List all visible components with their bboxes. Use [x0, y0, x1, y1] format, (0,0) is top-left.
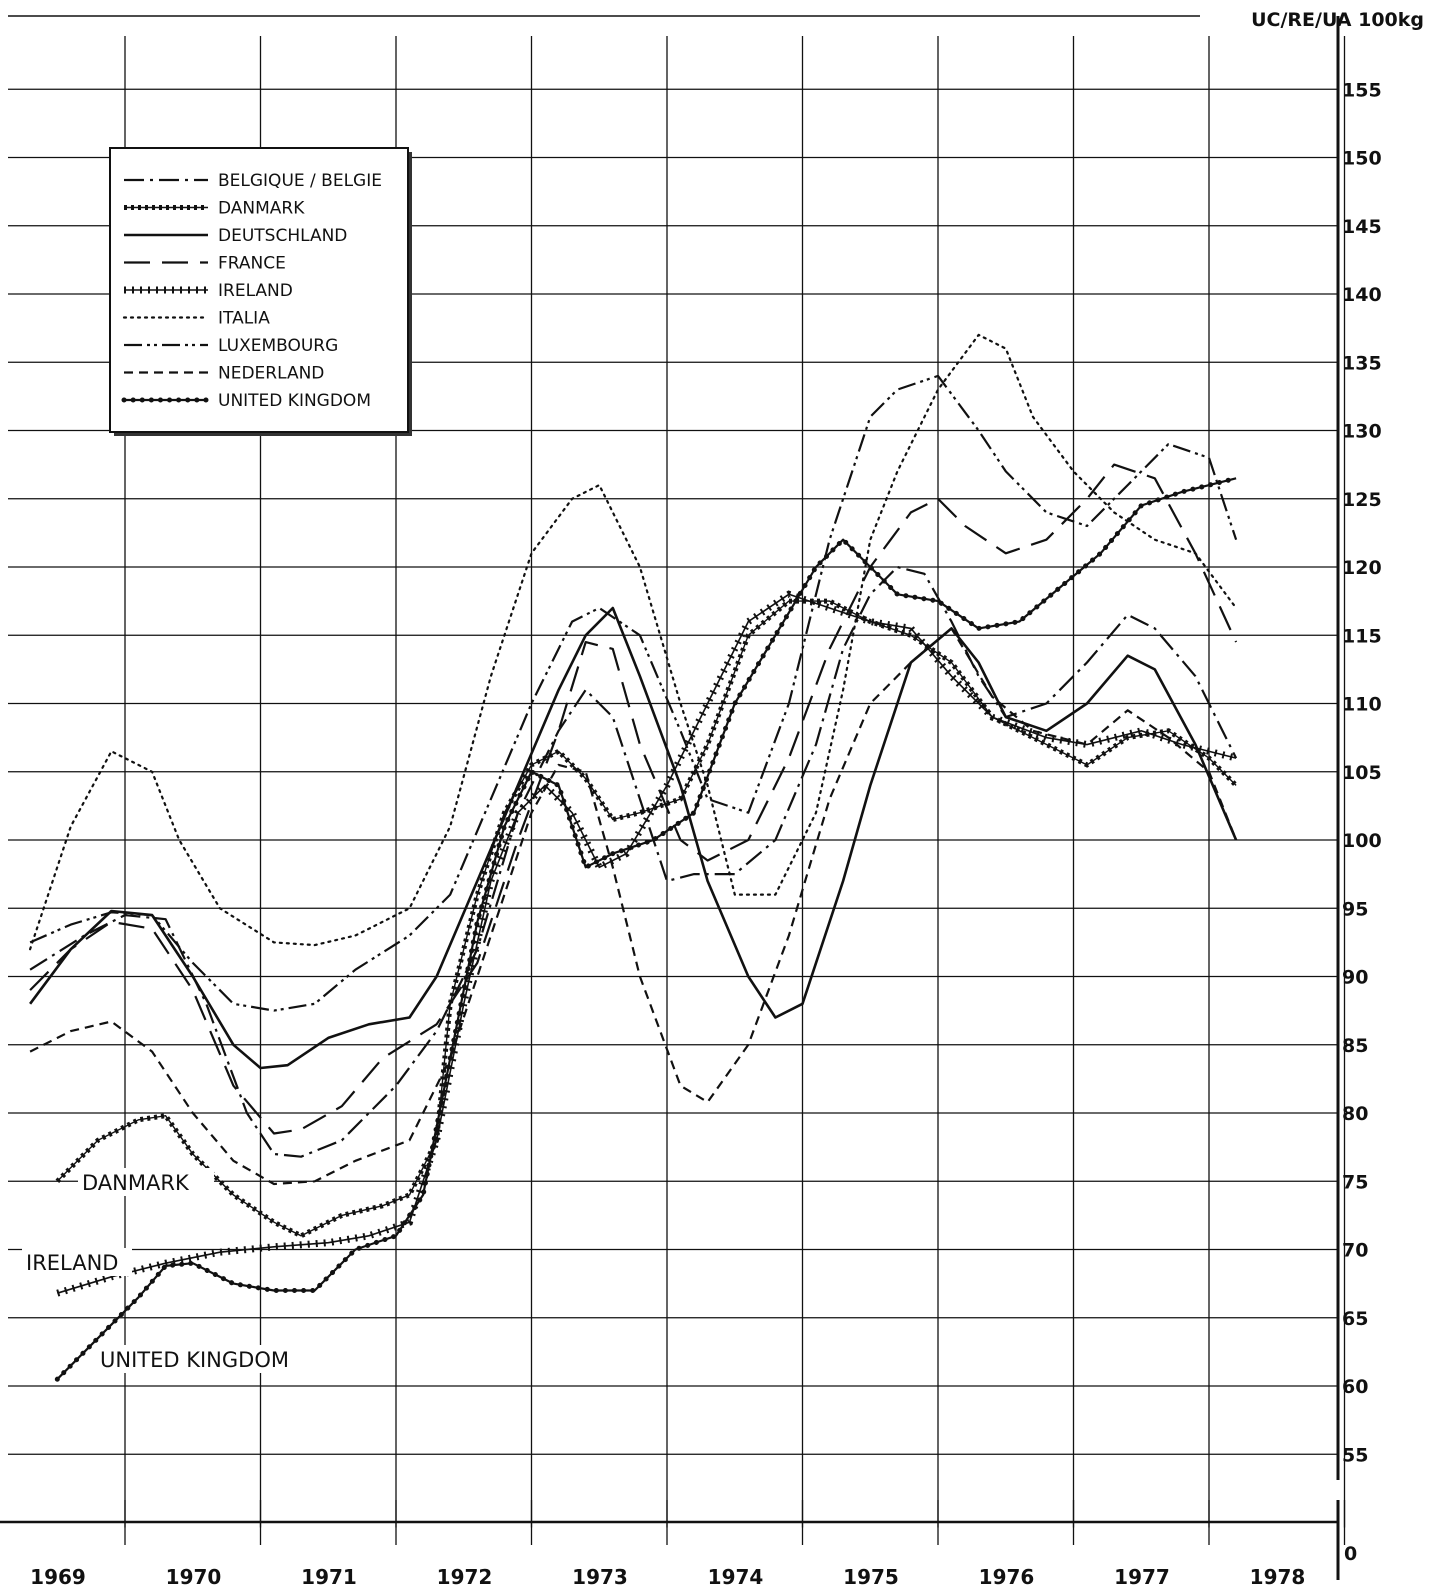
inline-label-united-kingdom: UNITED KINGDOM	[100, 1348, 289, 1372]
y-tick-label: 60	[1342, 1376, 1368, 1398]
y-tick-label: 155	[1342, 79, 1382, 101]
legend-label: NEDERLAND	[218, 364, 324, 384]
legend-label: BELGIQUE / BELGIE	[218, 171, 382, 191]
y-tick-label: 105	[1342, 762, 1382, 784]
chart-series	[29, 333, 1239, 1382]
unit-label: UC/RE/UA 100kg	[1251, 9, 1424, 31]
x-tick-label: 1971	[301, 1565, 357, 1588]
x-tick-label: 1974	[708, 1565, 764, 1588]
y-tick-label: 145	[1342, 216, 1382, 238]
x-tick-label: 1970	[166, 1565, 222, 1588]
x-tick-label: 1973	[572, 1565, 628, 1588]
y-tick-label: 55	[1342, 1444, 1368, 1466]
x-tick-label: 1975	[843, 1565, 899, 1588]
x-tick-label: 1976	[979, 1565, 1035, 1588]
series-line-danmark	[55, 598, 1238, 1239]
legend-label: LUXEMBOURG	[218, 336, 338, 356]
y-tick-label: 135	[1342, 352, 1382, 374]
y-tick-label: 120	[1342, 557, 1382, 579]
x-tick-label: 1969	[30, 1565, 86, 1588]
y-tick-label: 150	[1342, 148, 1382, 170]
y-tick-label: 90	[1342, 967, 1368, 989]
inline-label-bg	[78, 1168, 214, 1196]
legend-label: FRANCE	[218, 254, 286, 274]
chart-legend: BELGIQUE / BELGIE DANMARK DEUTSCHLAND FRANC…	[109, 147, 412, 436]
x-tick-label: 1972	[437, 1565, 493, 1588]
legend-label: DANMARK	[218, 199, 305, 219]
y-tick-label: 70	[1342, 1240, 1368, 1262]
chart-grid	[8, 36, 1346, 1528]
y-tick-label: 95	[1342, 898, 1368, 920]
y-tick-label: 80	[1342, 1103, 1368, 1125]
series-line-ireland	[56, 590, 1237, 1297]
y-tick-label-zero: 0	[1344, 1543, 1357, 1565]
inline-label-danmark: DANMARK	[82, 1171, 190, 1195]
y-tick-label: 110	[1342, 694, 1382, 716]
series-line-luxembourg	[29, 374, 1238, 1012]
legend-label: IRELAND	[218, 281, 293, 301]
inline-label-ireland: IRELAND	[26, 1251, 118, 1275]
legend-label: ITALIA	[218, 309, 270, 329]
series-line-deutschland	[29, 606, 1238, 1070]
y-tick-label: 85	[1342, 1035, 1368, 1057]
legend-label: DEUTSCHLAND	[218, 226, 347, 246]
y-tick-label: 65	[1342, 1308, 1368, 1330]
y-tick-label: 115	[1342, 625, 1382, 647]
y-tick-label: 100	[1342, 830, 1382, 852]
y-tick-label: 125	[1342, 489, 1382, 511]
series-line-nederland	[29, 627, 1238, 1186]
series-line-italia	[29, 333, 1238, 951]
chart-axes: 55 60 65 70 75 80 85 90 95 100 105 110 115 120 125 130 1…	[0, 15, 1382, 1588]
y-tick-label: 130	[1342, 421, 1382, 443]
series-line-belgique-belgie	[29, 565, 1238, 1158]
series-line-united-kingdom	[54, 475, 1239, 1382]
y-tick-label: 75	[1342, 1171, 1368, 1193]
x-tick-label: 1978	[1250, 1565, 1306, 1588]
legend-label: UNITED KINGDOM	[218, 391, 371, 411]
x-tick-label: 1977	[1114, 1565, 1170, 1588]
series-line-france	[29, 463, 1238, 1135]
inline-label-bg	[98, 1345, 324, 1373]
inline-label-bg	[22, 1248, 132, 1276]
y-tick-label: 140	[1342, 284, 1382, 306]
